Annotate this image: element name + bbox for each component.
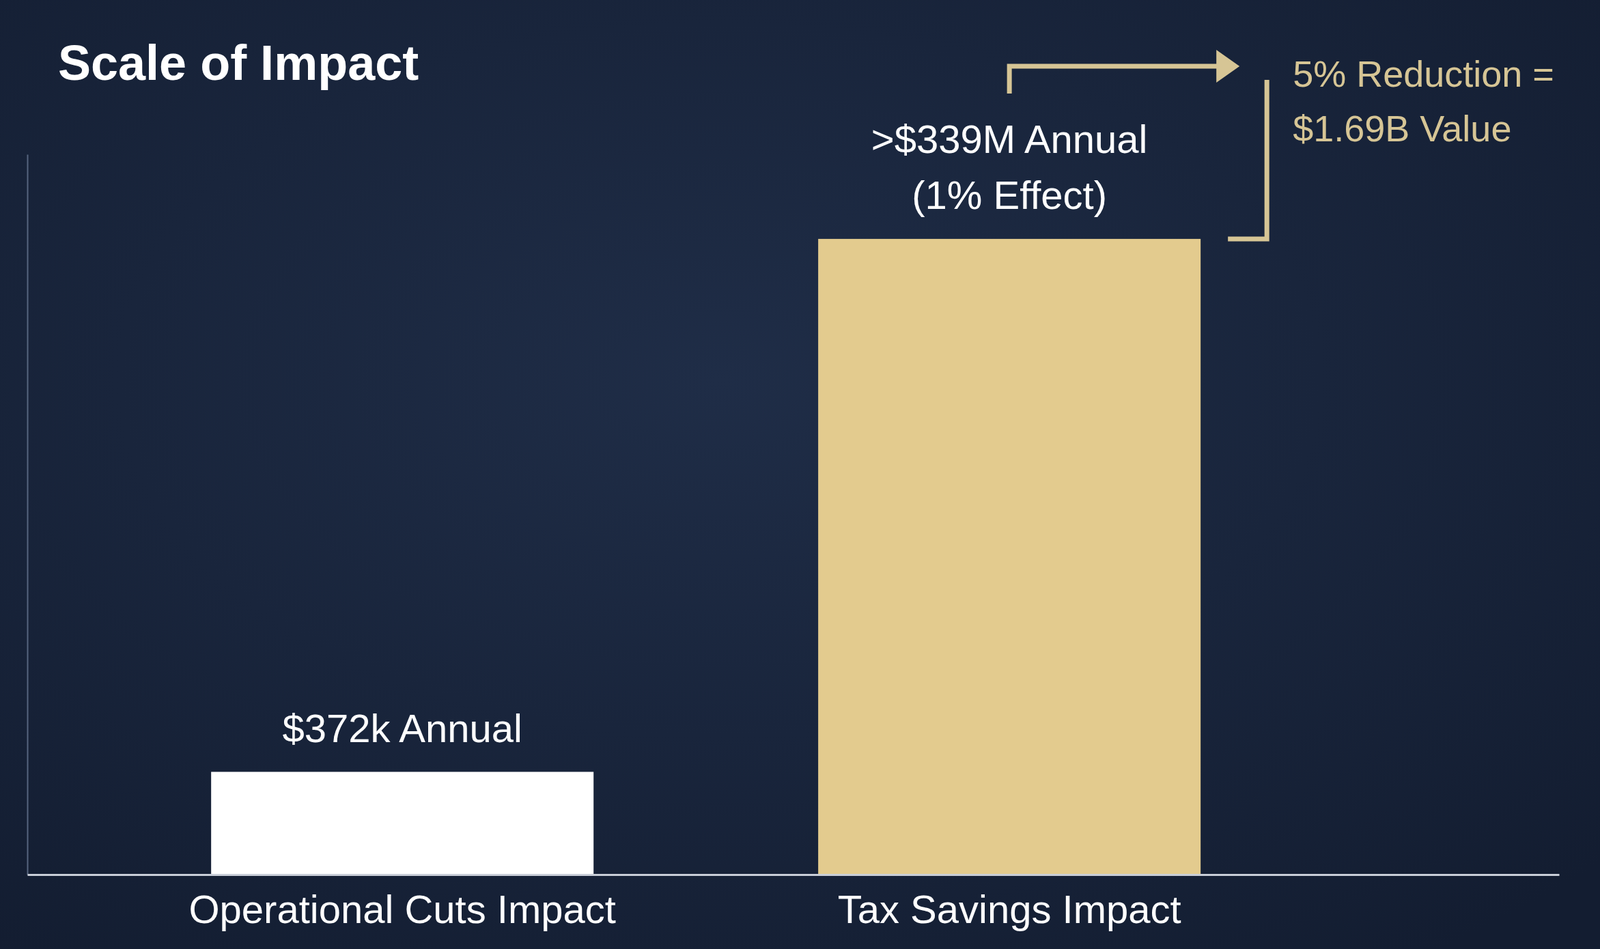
x-tick: Tax Savings Impact bbox=[837, 887, 1182, 932]
chart-title: Scale of Impact bbox=[58, 35, 419, 91]
x-axis-line bbox=[27, 874, 1560, 877]
x-tick-label: Operational Cuts Impact bbox=[188, 887, 616, 932]
background bbox=[0, 0, 1600, 949]
chart-canvas: Scale of Impact Operational Cuts Impact Ta… bbox=[0, 0, 1600, 949]
y-axis-line bbox=[27, 155, 29, 876]
annotation-text: 5% Reduction =$1.69B Value bbox=[1292, 53, 1555, 149]
x-tick-label: Tax Savings Impact bbox=[837, 887, 1182, 932]
x-axis: Operational Cuts Impact Tax Savings Impac… bbox=[27, 875, 1560, 933]
annotation-bracket bbox=[1009, 49, 1267, 240]
data-label: $372k Annual bbox=[282, 706, 523, 751]
annotation-arrow-line bbox=[1009, 66, 1219, 94]
x-tick: Operational Cuts Impact bbox=[188, 887, 616, 932]
y-axis bbox=[27, 155, 28, 876]
annotation-arrow-head bbox=[1216, 49, 1240, 83]
data-label: >$339M Annual(1% Effect) bbox=[871, 116, 1148, 218]
bar bbox=[211, 772, 594, 875]
bar bbox=[818, 239, 1201, 875]
annotation-bracket-line bbox=[1227, 79, 1267, 240]
bars bbox=[211, 239, 1201, 875]
